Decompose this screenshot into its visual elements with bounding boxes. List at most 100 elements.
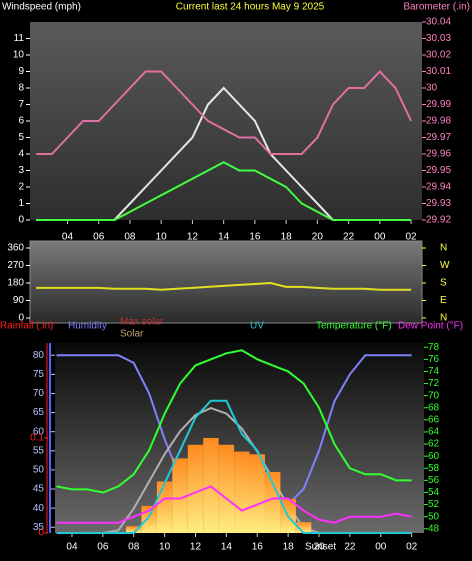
y2ticks-label: 58 bbox=[428, 463, 440, 474]
x-tick-label: 16 bbox=[249, 232, 261, 243]
solar-bar bbox=[156, 481, 173, 533]
x-tick-label: 06 bbox=[97, 542, 109, 553]
series-line bbox=[36, 281, 412, 291]
x-tick-label: 02 bbox=[406, 232, 418, 243]
yticks-label: 4 bbox=[18, 149, 24, 160]
yticks-label: 180 bbox=[7, 278, 24, 289]
yticks-label: 60 bbox=[33, 426, 45, 437]
yticks-label: 65 bbox=[33, 407, 45, 418]
y2ticks-label: N bbox=[440, 313, 447, 324]
y2ticks-label: 76 bbox=[428, 354, 440, 365]
x-tick-label: 00 bbox=[375, 542, 387, 553]
yticks-label: 55 bbox=[33, 445, 45, 456]
solar-bar bbox=[234, 451, 250, 533]
solar-bar bbox=[295, 522, 312, 533]
y2ticks-label: 52 bbox=[428, 499, 440, 510]
legend-label: UV bbox=[250, 321, 264, 332]
x-tick-label: 08 bbox=[128, 542, 140, 553]
solar-bar bbox=[264, 471, 281, 533]
series-line bbox=[56, 399, 412, 534]
series-line bbox=[36, 161, 412, 221]
x-tick-label: 12 bbox=[190, 542, 202, 553]
x-tick-label: 14 bbox=[221, 542, 233, 553]
x-tick-label: 22 bbox=[344, 542, 356, 553]
y2ticks-label: 29.95 bbox=[426, 165, 451, 176]
yticks-label: 8 bbox=[18, 83, 24, 94]
series-line bbox=[36, 70, 413, 155]
x-tick-label: 20 bbox=[313, 542, 325, 553]
yticks-label: 80 bbox=[33, 350, 45, 361]
y2ticks-label: 68 bbox=[428, 402, 440, 413]
yticks-label: 2 bbox=[18, 182, 24, 193]
rain_ticks-label: 0.1 bbox=[30, 433, 44, 444]
y2ticks-label: 66 bbox=[428, 414, 440, 425]
yticks-label: 0 bbox=[18, 215, 24, 226]
yticks-label: 90 bbox=[13, 295, 25, 306]
x-tick-label: 06 bbox=[93, 232, 105, 243]
rain_ticks-label: 0 bbox=[38, 528, 44, 539]
series-line bbox=[56, 349, 412, 494]
yticks-label: 3 bbox=[18, 165, 24, 176]
x-tick-label: 10 bbox=[159, 542, 171, 553]
x-tick-label: 16 bbox=[252, 542, 264, 553]
yticks-label: 0 bbox=[18, 313, 24, 324]
panel-direction bbox=[29, 240, 423, 324]
x-tick-label: 00 bbox=[374, 232, 386, 243]
y-label: Windspeed (mph) bbox=[2, 2, 81, 13]
x-tick-label: 04 bbox=[62, 232, 74, 243]
yticks-label: 10 bbox=[13, 50, 25, 61]
y2ticks-label: 48 bbox=[428, 523, 440, 534]
y2ticks-label: 29.96 bbox=[426, 149, 451, 160]
yticks-label: 7 bbox=[18, 99, 24, 110]
y2ticks-label: 30.01 bbox=[426, 66, 451, 77]
y2ticks-label: 74 bbox=[428, 366, 440, 377]
y2ticks-label: 29.97 bbox=[426, 132, 451, 143]
chart-title: Current last 24 hours May 9 2025 bbox=[176, 2, 325, 13]
solar-bar bbox=[172, 458, 188, 533]
yticks-label: 9 bbox=[18, 66, 24, 77]
y2ticks-label: 62 bbox=[428, 439, 440, 450]
yticks-label: 270 bbox=[7, 260, 24, 271]
y2ticks-label: 70 bbox=[428, 390, 440, 401]
x-tick-label: 08 bbox=[124, 232, 136, 243]
x-tick-label: 02 bbox=[406, 542, 418, 553]
x-tick-label: 04 bbox=[66, 542, 78, 553]
yticks-label: 11 bbox=[14, 33, 25, 44]
yticks-label: 70 bbox=[33, 388, 45, 399]
solar-bar bbox=[187, 444, 204, 533]
y2ticks-label: S bbox=[440, 278, 447, 289]
y2ticks-label: 72 bbox=[428, 378, 440, 389]
y2ticks-label: 29.93 bbox=[426, 198, 451, 209]
legend-label: Max solar bbox=[120, 317, 164, 328]
y2-label: Barometer (.in) bbox=[403, 2, 470, 13]
x-tick-label: 20 bbox=[312, 232, 324, 243]
x-tick-label: 18 bbox=[281, 232, 293, 243]
yticks-label: 360 bbox=[7, 243, 24, 254]
solar-bar bbox=[249, 454, 265, 533]
y2ticks-label: 78 bbox=[428, 342, 440, 353]
x-tick-label: 18 bbox=[283, 542, 295, 553]
solar-bar bbox=[126, 526, 142, 533]
x-tick-label: 22 bbox=[343, 232, 355, 243]
yticks-label: 6 bbox=[18, 116, 24, 127]
series-line bbox=[56, 485, 412, 524]
y2ticks-label: 54 bbox=[428, 487, 440, 498]
yticks-label: 35 bbox=[33, 522, 45, 533]
y2ticks-label: 30.04 bbox=[426, 17, 451, 28]
y2ticks-label: E bbox=[440, 295, 447, 306]
x-tick-label: 14 bbox=[218, 232, 230, 243]
solar-bar bbox=[218, 444, 235, 533]
legend-label: Temperature (°F) bbox=[316, 321, 392, 332]
y2ticks-label: 64 bbox=[428, 427, 440, 438]
yticks-label: 45 bbox=[33, 484, 45, 495]
legend-label: Humidity bbox=[68, 321, 107, 332]
rain-label: Rainfall (.in) bbox=[0, 321, 53, 332]
yticks-label: 50 bbox=[33, 465, 45, 476]
y2ticks-label: 29.98 bbox=[426, 116, 451, 127]
y2ticks-label: 30 bbox=[426, 83, 438, 94]
legend-label: Solar bbox=[120, 329, 144, 340]
y2ticks-label: 29.92 bbox=[426, 215, 451, 226]
legend-label: Dew Point (°F) bbox=[398, 321, 463, 332]
